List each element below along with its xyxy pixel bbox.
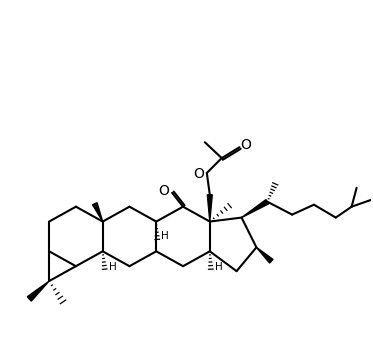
Text: H: H [161, 232, 169, 241]
Polygon shape [27, 281, 49, 301]
Text: H: H [215, 262, 223, 272]
Polygon shape [207, 195, 212, 221]
Text: O: O [194, 167, 204, 181]
Polygon shape [93, 203, 103, 221]
Text: O: O [240, 138, 251, 152]
Text: O: O [159, 184, 170, 198]
Polygon shape [242, 200, 269, 218]
Text: H: H [109, 262, 116, 272]
Polygon shape [256, 247, 273, 263]
